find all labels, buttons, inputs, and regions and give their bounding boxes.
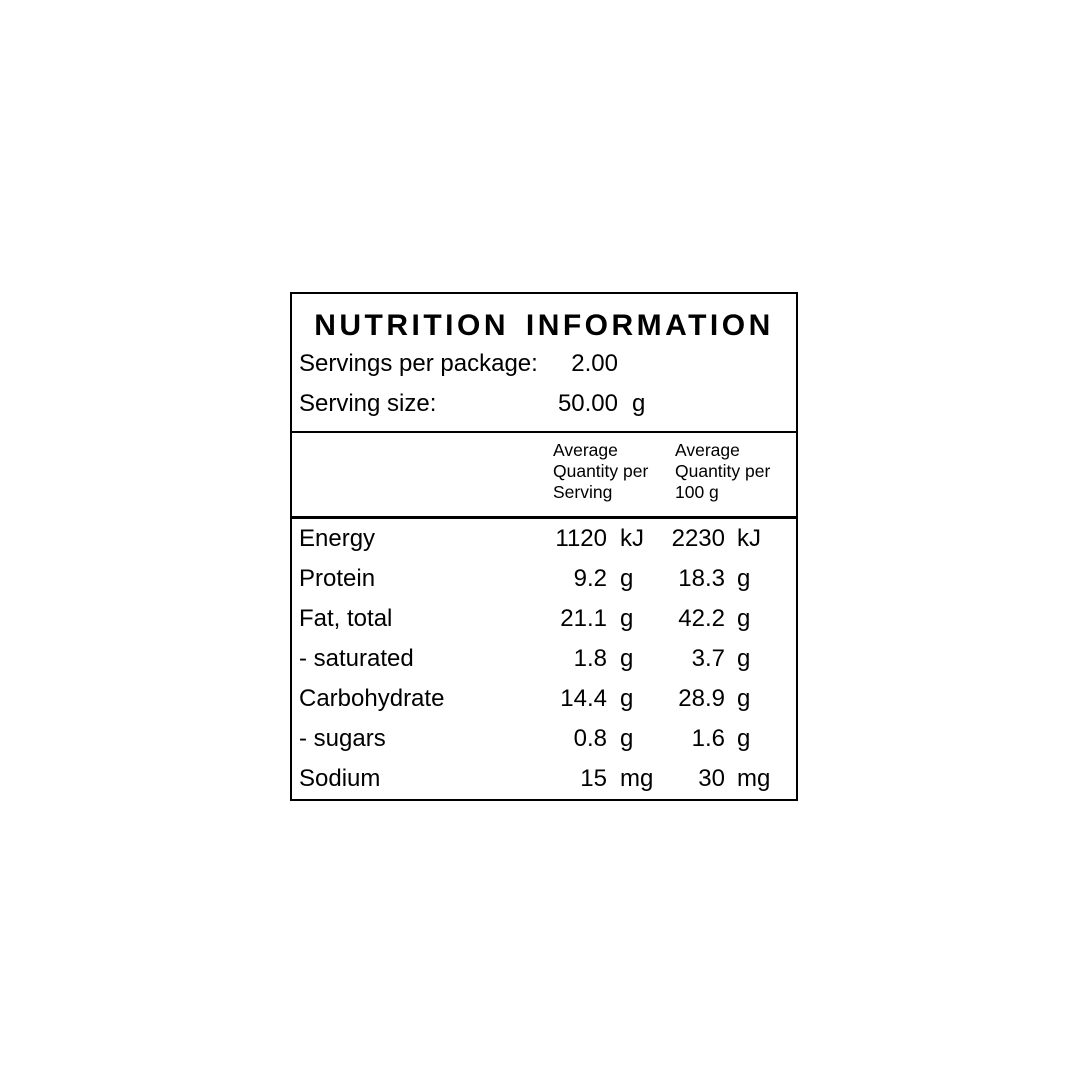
panel-header-section: NUTRITION INFORMATION Servings per packa… xyxy=(292,294,796,431)
nutrient-row-fat-total: Fat, total 21.1 g 42.2 g xyxy=(292,599,796,639)
per-100g-quantity: 30 xyxy=(698,765,725,792)
nutrient-row-carbohydrate: Carbohydrate 14.4 g 28.9 g xyxy=(292,679,796,719)
serving-unit: g xyxy=(620,645,634,672)
column-header-per-100g-line3: 100 g xyxy=(675,482,719,502)
serving-unit: g xyxy=(620,725,634,752)
serving-unit: kJ xyxy=(620,525,644,552)
column-headers-section: Average Quantity per Serving Average Qua… xyxy=(292,431,796,516)
per-100g-unit: g xyxy=(737,645,751,672)
column-header-per-100g-line2: Quantity per xyxy=(675,461,771,481)
column-header-per-serving-line2: Quantity per xyxy=(553,461,649,481)
nutrient-row-sodium: Sodium 15 mg 30 mg xyxy=(292,759,796,799)
per-100g-unit: g xyxy=(737,685,751,712)
per-100g-unit: g xyxy=(737,605,751,632)
nutrient-label: Carbohydrate xyxy=(299,685,445,712)
per-100g-quantity: 2230 xyxy=(671,525,725,552)
per-100g-quantity: 18.3 xyxy=(678,565,725,592)
nutrient-label: - sugars xyxy=(299,725,386,752)
serving-quantity: 14.4 xyxy=(560,685,607,712)
per-100g-unit: kJ xyxy=(737,525,761,552)
nutrient-label: Protein xyxy=(299,565,376,592)
column-header-per-100g: Average Quantity per 100 g xyxy=(655,440,796,516)
servings-per-package-label: Servings per package: xyxy=(299,350,538,377)
serving-size-unit: g xyxy=(632,390,646,417)
panel-title: NUTRITION INFORMATION xyxy=(314,309,774,342)
serving-unit: mg xyxy=(620,765,654,792)
nutrient-label: - saturated xyxy=(299,645,414,672)
per-100g-unit: g xyxy=(737,725,751,752)
column-header-per-serving-line1: Average xyxy=(553,440,618,460)
nutrient-label: Sodium xyxy=(299,765,381,792)
serving-size-value: 50.00 xyxy=(557,390,618,417)
nutrient-row-energy: Energy 1120 kJ 2230 kJ xyxy=(292,519,796,559)
serving-quantity: 1120 xyxy=(555,525,607,552)
serving-unit: g xyxy=(620,605,634,632)
serving-unit: g xyxy=(620,685,634,712)
column-header-per-serving: Average Quantity per Serving xyxy=(542,440,655,516)
serving-size-row: Serving size: 50.00 g xyxy=(292,384,796,424)
nutrient-label: Energy xyxy=(299,525,376,552)
column-header-per-100g-line1: Average xyxy=(675,440,740,460)
per-100g-unit: g xyxy=(737,565,751,592)
per-100g-quantity: 28.9 xyxy=(678,685,725,712)
servings-per-package-row: Servings per package: 2.00 xyxy=(292,344,796,384)
column-header-spacer xyxy=(292,440,542,516)
serving-size-label: Serving size: xyxy=(299,390,437,417)
nutrient-rows-section: Energy 1120 kJ 2230 kJ Protein 9.2 g 18.… xyxy=(292,516,796,799)
nutrient-row-sugars: - sugars 0.8 g 1.6 g xyxy=(292,719,796,759)
serving-quantity: 21.1 xyxy=(560,605,607,632)
nutrition-panel: NUTRITION INFORMATION Servings per packa… xyxy=(290,292,798,801)
serving-unit: g xyxy=(620,565,634,592)
per-100g-quantity: 1.6 xyxy=(691,725,725,752)
serving-quantity: 1.8 xyxy=(573,645,607,672)
serving-quantity: 15 xyxy=(580,765,607,792)
per-100g-quantity: 3.7 xyxy=(691,645,725,672)
serving-quantity: 9.2 xyxy=(573,565,607,592)
nutrient-label: Fat, total xyxy=(299,605,393,632)
nutrient-row-saturated: - saturated 1.8 g 3.7 g xyxy=(292,639,796,679)
per-100g-unit: mg xyxy=(737,765,771,792)
nutrient-row-protein: Protein 9.2 g 18.3 g xyxy=(292,559,796,599)
serving-quantity: 0.8 xyxy=(573,725,607,752)
column-header-per-serving-line3: Serving xyxy=(553,482,613,502)
per-100g-quantity: 42.2 xyxy=(678,605,725,632)
servings-per-package-value: 2.00 xyxy=(571,350,618,377)
